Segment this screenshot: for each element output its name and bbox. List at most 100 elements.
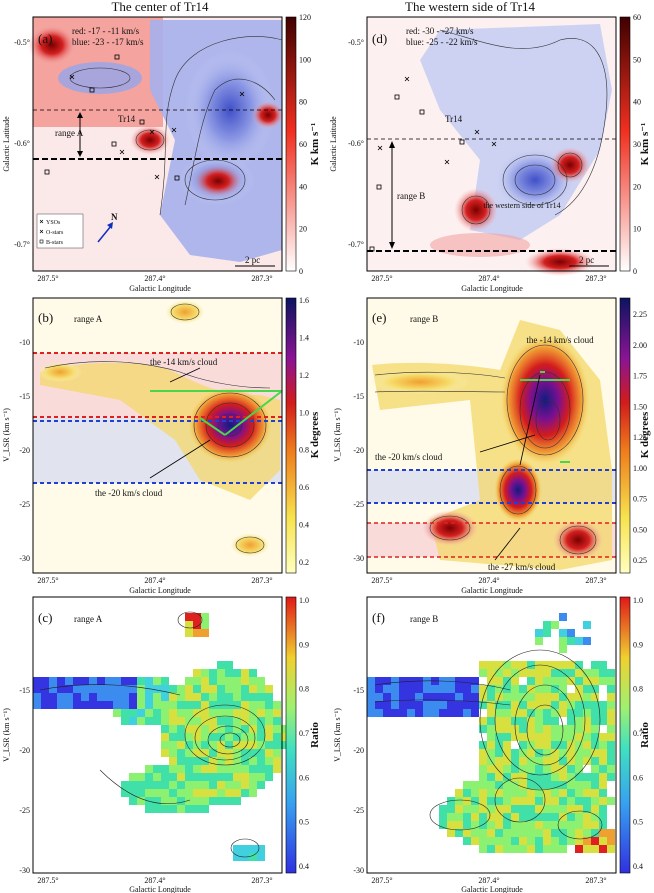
ratio-pixel	[551, 717, 559, 725]
ratio-pixel	[113, 693, 121, 701]
ratio-pixel	[599, 701, 607, 709]
ratio-pixel	[487, 701, 495, 709]
ratio-pixel	[479, 797, 487, 805]
panel-e-ylabel: V_LSR (km s⁻¹)	[333, 408, 342, 462]
ratio-pixel	[591, 701, 599, 709]
panel-c-ylabel: V_LSR (km s⁻¹)	[2, 708, 11, 762]
ratio-pixel	[177, 741, 185, 749]
ratio-pixel	[265, 685, 273, 693]
ratio-pixel	[487, 677, 495, 685]
ratio-pixel	[559, 669, 567, 677]
ratio-pixel	[583, 757, 591, 765]
ratio-pixel	[567, 629, 575, 637]
ratio-pixel	[551, 701, 559, 709]
ratio-pixel	[495, 765, 503, 773]
colorbar-tick-label: 1.50	[633, 402, 647, 411]
ratio-pixel	[495, 797, 503, 805]
ratio-pixel	[535, 717, 543, 725]
ratio-pixel	[375, 693, 383, 701]
ratio-pixel	[161, 693, 169, 701]
ratio-pixel	[217, 693, 225, 701]
ratio-pixel	[415, 709, 423, 717]
ratio-pixel	[137, 717, 145, 725]
ratio-pixel	[129, 773, 137, 781]
panel-f-xlabel: Galactic Longitude	[461, 885, 523, 893]
panel-a-ytick: -0.6°	[14, 139, 30, 148]
ratio-pixel	[233, 757, 241, 765]
ratio-pixel	[551, 685, 559, 693]
ratio-pixel	[185, 677, 193, 685]
panel-d-yticks: -0.5° -0.6° -0.7°	[348, 38, 364, 249]
ratio-pixel	[217, 789, 225, 797]
colorbar-tick-label: 1.75	[633, 372, 647, 381]
ratio-pixel	[471, 797, 479, 805]
ratio-pixel	[535, 797, 543, 805]
panel-d-ylabel: Galactic Latitude	[329, 116, 338, 172]
ratio-pixel	[257, 725, 265, 733]
ratio-pixel	[503, 813, 511, 821]
ratio-pixel	[591, 709, 599, 717]
ratio-pixel	[447, 709, 455, 717]
ratio-pixel	[161, 789, 169, 797]
ratio-pixel	[113, 709, 121, 717]
panel-a: range A Tr14 YSOs O-stars B-stars N 2 pc…	[2, 13, 321, 293]
panel-a-red-clump-4	[28, 25, 76, 65]
panel-c-ytick: -30	[19, 866, 30, 875]
ratio-pixel	[591, 829, 599, 837]
ratio-pixel	[567, 709, 575, 717]
ratio-pixel	[201, 733, 209, 741]
panel-b-ylabel: V_LSR (km s⁻¹)	[2, 408, 11, 462]
panel-c: (c) range A 287.5° 287.4° 287.3° -15 -20…	[2, 596, 321, 893]
panel-a-ylabel: Galactic Latitude	[2, 116, 11, 172]
ratio-pixel	[463, 709, 471, 717]
ratio-pixel	[583, 701, 591, 709]
ratio-pixel	[575, 765, 583, 773]
ratio-pixel	[233, 669, 241, 677]
ratio-pixel	[169, 757, 177, 765]
ratio-pixel	[209, 725, 217, 733]
ratio-pixel	[105, 677, 113, 685]
ratio-pixel	[113, 701, 121, 709]
ratio-pixel	[225, 685, 233, 693]
ratio-pixel	[129, 789, 137, 797]
ratio-pixel	[503, 837, 511, 845]
ratio-pixel	[567, 717, 575, 725]
ratio-pixel	[57, 677, 65, 685]
ratio-pixel	[161, 765, 169, 773]
panel-e: the -14 km/s cloud the -20 km/s cloud th…	[333, 297, 651, 595]
panel-e-core-3	[422, 510, 478, 546]
ratio-pixel	[439, 821, 447, 829]
ratio-pixel	[185, 629, 193, 637]
ratio-pixel	[185, 733, 193, 741]
ratio-pixel	[431, 685, 439, 693]
ratio-pixel	[233, 749, 241, 757]
ratio-pixel	[257, 741, 265, 749]
ratio-pixel	[543, 677, 551, 685]
ratio-pixel	[535, 821, 543, 829]
ratio-pixel	[519, 773, 527, 781]
ratio-pixel	[463, 693, 471, 701]
ratio-pixel	[471, 701, 479, 709]
ratio-pixel	[161, 709, 169, 717]
ratio-pixel	[129, 677, 137, 685]
ratio-pixel	[527, 661, 535, 669]
ratio-pixel	[233, 693, 241, 701]
ratio-pixel	[599, 669, 607, 677]
ratio-pixel	[567, 669, 575, 677]
ratio-pixel	[225, 789, 233, 797]
ratio-pixel	[225, 717, 233, 725]
ratio-pixel	[527, 669, 535, 677]
panel-d-xlabel: Galactic Longitude	[461, 284, 523, 293]
ratio-pixel	[575, 821, 583, 829]
panel-b-cloud1-label: the -14 km/s cloud	[150, 357, 218, 367]
colorbar-tick-label: 1.0	[633, 596, 643, 605]
ratio-pixel	[487, 741, 495, 749]
ratio-pixel	[145, 717, 153, 725]
panel-c-xtick: 287.5°	[37, 876, 58, 885]
ratio-pixel	[121, 781, 129, 789]
ratio-pixel	[129, 685, 137, 693]
colorbar-tick-label: 1.0	[299, 596, 309, 605]
ratio-pixel	[487, 685, 495, 693]
ratio-pixel	[551, 765, 559, 773]
ratio-pixel	[225, 773, 233, 781]
